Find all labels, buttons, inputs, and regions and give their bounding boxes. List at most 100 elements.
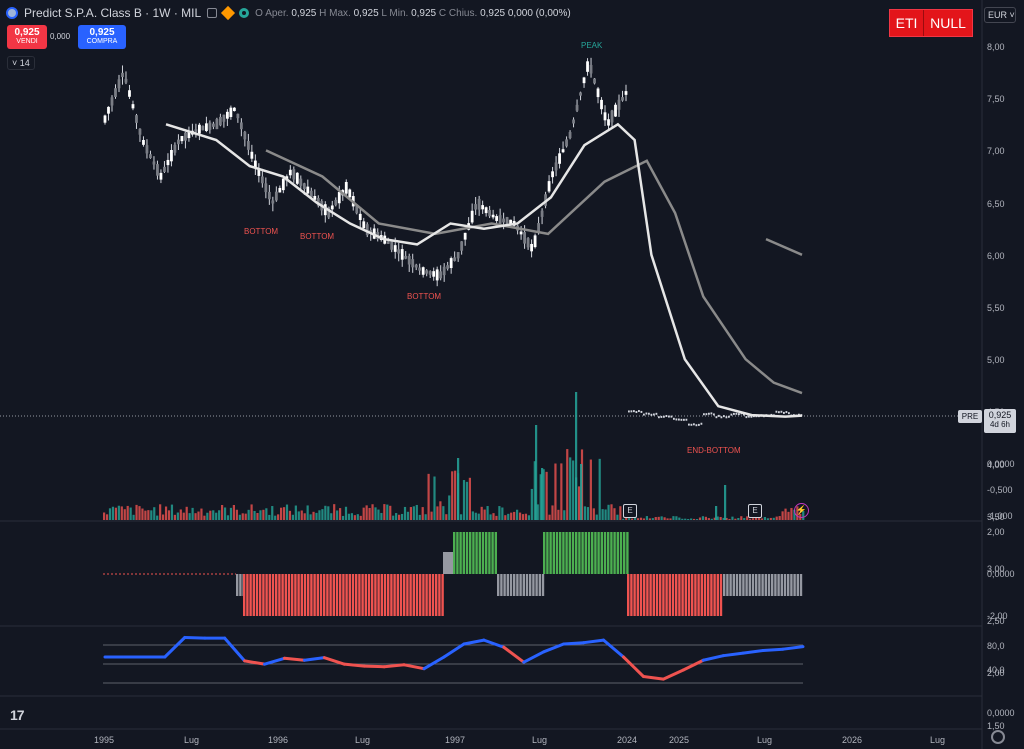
oscillator-bar bbox=[506, 574, 509, 596]
volume-bar bbox=[120, 506, 123, 520]
oscillator-bar bbox=[723, 574, 726, 596]
oscillator-bar bbox=[438, 574, 441, 616]
bottom-label-3: BOTTOM bbox=[407, 292, 442, 301]
candle bbox=[170, 149, 173, 162]
tradingview-logo-icon[interactable]: 17 bbox=[10, 707, 25, 723]
currency-selector[interactable]: EUR ˅ bbox=[984, 7, 1016, 23]
tail-candle bbox=[750, 415, 753, 418]
market-status-icon bbox=[239, 8, 250, 18]
volume-bar bbox=[787, 511, 790, 520]
symbol-title[interactable]: Predict S.P.A. Class B · 1W · MIL bbox=[24, 6, 202, 20]
volume-bar bbox=[147, 510, 150, 520]
volume-bar bbox=[412, 506, 415, 520]
tail-candle bbox=[725, 416, 728, 419]
oscillator-bar bbox=[662, 574, 665, 616]
volume-bar bbox=[551, 505, 554, 520]
volume-bar bbox=[480, 506, 483, 520]
oscillator-bar bbox=[406, 574, 409, 616]
volume-bar bbox=[274, 515, 277, 520]
oscillator-bar bbox=[380, 574, 383, 616]
oscillator-bar bbox=[485, 532, 488, 574]
candle bbox=[177, 139, 180, 145]
volume-bar bbox=[542, 469, 545, 520]
volume-bar bbox=[153, 507, 156, 520]
ma-slow-line bbox=[265, 149, 803, 395]
rsi-line-segment bbox=[661, 668, 685, 681]
volume-bar bbox=[651, 518, 654, 520]
candle bbox=[243, 131, 247, 140]
rsi-line-segment bbox=[462, 638, 486, 646]
oscillator-bar bbox=[568, 532, 571, 574]
tail-candle bbox=[660, 415, 663, 418]
volume-bar bbox=[144, 510, 147, 520]
tail-candle bbox=[650, 413, 653, 416]
candle bbox=[456, 252, 460, 259]
tail-candle bbox=[730, 413, 733, 416]
volume-bar bbox=[247, 509, 250, 520]
candle bbox=[414, 264, 418, 268]
candle bbox=[600, 99, 603, 110]
oscillator-bar bbox=[796, 574, 799, 596]
candle bbox=[323, 204, 327, 216]
oscillator-bar bbox=[594, 532, 597, 574]
oscillator-bar bbox=[627, 574, 630, 616]
alert-icon[interactable] bbox=[207, 8, 218, 18]
candle bbox=[257, 168, 261, 176]
buy-button[interactable]: 0,925 COMPRA bbox=[78, 25, 126, 49]
volume-bar bbox=[707, 518, 710, 520]
candle bbox=[400, 249, 404, 260]
earnings-badge-2[interactable]: E bbox=[748, 504, 762, 518]
oscillator-bar bbox=[639, 574, 643, 616]
time-tick: Lug bbox=[757, 735, 773, 745]
earnings-badge-1[interactable]: E bbox=[623, 504, 637, 518]
candle bbox=[309, 190, 313, 198]
volume-bar bbox=[530, 488, 533, 520]
volume-bar bbox=[527, 515, 530, 520]
oscillator-bar bbox=[703, 574, 707, 616]
volume-bar bbox=[191, 507, 194, 520]
oscillator-bar bbox=[403, 574, 406, 616]
volume-bar bbox=[604, 509, 607, 520]
volume-bar bbox=[474, 512, 477, 520]
candle bbox=[205, 123, 208, 132]
symbol-header[interactable]: Predict S.P.A. Class B · 1W · MIL O Aper… bbox=[6, 4, 571, 22]
oscillator-bar bbox=[742, 574, 745, 596]
oscillator-bar bbox=[761, 574, 764, 596]
oscillator-bar bbox=[783, 574, 787, 596]
oscillator-bar bbox=[371, 574, 374, 616]
volume-bar bbox=[592, 508, 595, 520]
volume-bar bbox=[406, 511, 410, 520]
volume-bar bbox=[781, 511, 784, 520]
oscillator-bar bbox=[497, 574, 500, 596]
oscillator-bar bbox=[684, 574, 687, 616]
rsi-line-segment bbox=[263, 656, 286, 666]
oscillator-bar bbox=[519, 574, 522, 596]
flash-icon[interactable]: ⚡ bbox=[794, 503, 809, 518]
eti-null-overlay: ETI NULL bbox=[889, 9, 973, 37]
oscillator-bar bbox=[777, 574, 780, 596]
volume-bar bbox=[660, 516, 663, 520]
sell-button[interactable]: 0,925 VENDI bbox=[7, 25, 47, 49]
volume-bar bbox=[619, 506, 622, 520]
candle bbox=[432, 271, 436, 277]
gear-icon[interactable] bbox=[991, 730, 1005, 744]
tail-candle bbox=[700, 422, 703, 425]
volume-bar bbox=[749, 518, 752, 520]
volume-bar bbox=[731, 516, 734, 520]
volume-bar bbox=[176, 512, 179, 520]
tail-candle bbox=[785, 411, 788, 414]
candle bbox=[418, 267, 422, 271]
volume-bar bbox=[454, 470, 457, 520]
candle bbox=[421, 267, 425, 275]
candle bbox=[575, 104, 579, 111]
candle bbox=[540, 210, 544, 217]
oscillator-bar bbox=[412, 574, 415, 616]
tail-candle bbox=[788, 412, 790, 415]
candle bbox=[446, 265, 450, 269]
volume-bar bbox=[321, 509, 324, 520]
oscillator-bar bbox=[700, 574, 703, 616]
tail-candle bbox=[653, 413, 655, 416]
candle bbox=[344, 181, 348, 194]
indicators-collapse-button[interactable]: ˅ 14 bbox=[7, 56, 35, 70]
